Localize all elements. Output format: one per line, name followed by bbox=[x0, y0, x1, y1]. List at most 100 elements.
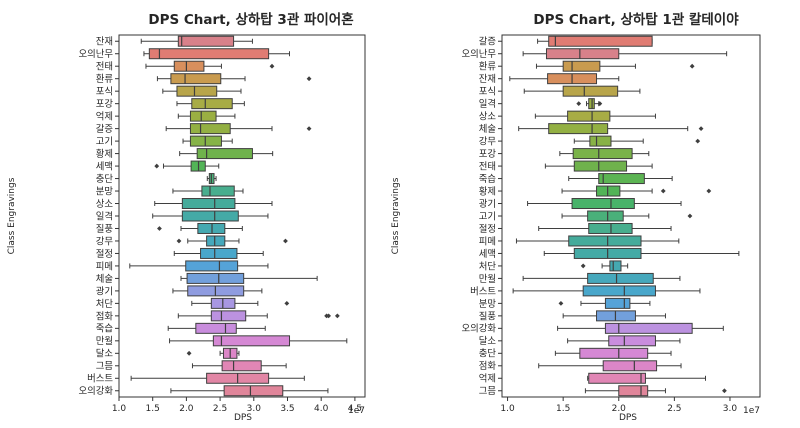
y-tick-label: 억제 bbox=[479, 373, 496, 385]
y-tick-label: 포식 bbox=[96, 87, 113, 98]
box bbox=[562, 60, 601, 72]
box bbox=[201, 185, 235, 197]
box bbox=[176, 85, 218, 97]
y-tick-label: 절정 bbox=[479, 223, 496, 235]
box-group: 1.0 1.5 2.0 2.5 3.0 갈증오의난무환류잔재포식일격상소체술강무포강전태죽… bbox=[461, 36, 740, 414]
y-tick-label: 환류 bbox=[479, 61, 497, 73]
y-tick-label: 포강 bbox=[96, 99, 114, 110]
x-tick-label: 3.0 bbox=[723, 404, 738, 414]
box bbox=[572, 148, 633, 160]
box bbox=[189, 123, 231, 135]
y-tick-label: 충단 bbox=[96, 174, 114, 185]
y-tick-label: 억제 bbox=[96, 111, 113, 123]
box bbox=[148, 48, 270, 60]
y-tick-label: 충단 bbox=[479, 349, 497, 360]
box bbox=[185, 260, 239, 272]
box bbox=[200, 247, 238, 259]
box bbox=[582, 285, 656, 297]
outlier-point bbox=[176, 238, 182, 244]
chart-left: DPS Chart, 상하탑 3관 파이어혼 Class Engravings … bbox=[7, 11, 366, 423]
y-tick-label: 전태 bbox=[96, 62, 113, 73]
box bbox=[588, 372, 646, 384]
y-tick-label: 고기 bbox=[96, 137, 113, 148]
x-tick-label: 2.0 bbox=[179, 404, 194, 414]
y-tick-label: 그믐 bbox=[479, 386, 497, 397]
x-scale-label: 1e7 bbox=[348, 406, 365, 416]
x-tick-label: 1.0 bbox=[500, 404, 515, 414]
box bbox=[587, 272, 654, 284]
box bbox=[181, 198, 236, 210]
y-tick-label: 상소 bbox=[479, 112, 497, 123]
y-tick-label: 만월 bbox=[96, 335, 113, 347]
y-tick-label: 점화 bbox=[479, 360, 497, 372]
x-tick-label: 3.5 bbox=[280, 404, 294, 414]
chart-right: DPS Chart, 상하탑 1관 칼테이야 Class Engravings … bbox=[391, 11, 761, 423]
x-tick-label: 4.5 bbox=[348, 404, 362, 414]
y-tick-label: 오의난무 bbox=[461, 49, 496, 60]
x-tick-label: 1.0 bbox=[112, 404, 127, 414]
x-tick-label: 2.5 bbox=[213, 404, 227, 414]
y-axis-label: Class Engravings bbox=[7, 177, 17, 254]
y-tick-label: 갈증 bbox=[479, 36, 497, 48]
box bbox=[210, 310, 247, 322]
x-axis-label: DPS bbox=[619, 413, 637, 423]
outlier-point bbox=[580, 263, 586, 269]
y-tick-label: 분망 bbox=[479, 299, 497, 310]
y-tick-label: 질풍 bbox=[479, 310, 497, 322]
outlier-point bbox=[687, 213, 693, 219]
y-tick-label: 환류 bbox=[96, 73, 114, 85]
y-tick-label: 체술 bbox=[479, 124, 497, 135]
box bbox=[567, 110, 611, 122]
box bbox=[195, 322, 237, 334]
y-tick-label: 오의난무 bbox=[78, 49, 113, 60]
outlier-point bbox=[334, 313, 340, 319]
y-axis-label: Class Engravings bbox=[391, 177, 401, 254]
outlier-point bbox=[186, 350, 192, 356]
box bbox=[223, 385, 284, 397]
outlier-point bbox=[154, 163, 160, 169]
y-tick-label: 강무 bbox=[96, 236, 114, 247]
y-tick-label: 달소 bbox=[479, 335, 497, 347]
y-tick-label: 체술 bbox=[96, 274, 114, 285]
y-tick-label: 분망 bbox=[96, 186, 114, 197]
box bbox=[177, 35, 235, 47]
y-tick-label: 고기 bbox=[479, 211, 496, 222]
x-tick-label: 1.5 bbox=[146, 404, 160, 414]
outlier-point bbox=[576, 101, 582, 107]
y-tick-label: 강무 bbox=[479, 137, 497, 148]
outlier-point bbox=[597, 101, 603, 107]
chart-title: DPS Chart, 상하탑 1관 칼테이야 bbox=[533, 11, 739, 28]
y-tick-label: 절정 bbox=[96, 248, 113, 260]
y-tick-label: 점화 bbox=[96, 310, 114, 322]
y-tick-label: 전태 bbox=[479, 161, 496, 172]
box bbox=[173, 60, 205, 72]
y-tick-label: 잔재 bbox=[479, 74, 496, 85]
box bbox=[197, 222, 226, 234]
chart-title: DPS Chart, 상하탑 3관 파이어혼 bbox=[148, 11, 353, 28]
y-tick-label: 일격 bbox=[96, 210, 113, 222]
plot-frame bbox=[118, 34, 366, 398]
box bbox=[221, 360, 262, 372]
y-tick-label: 세맥 bbox=[479, 249, 496, 260]
box bbox=[206, 235, 226, 247]
y-tick-label: 달소 bbox=[96, 348, 114, 360]
box bbox=[571, 198, 635, 210]
box bbox=[189, 110, 217, 122]
box bbox=[602, 360, 658, 372]
outlier-point bbox=[306, 76, 312, 82]
y-tick-label: 황제 bbox=[479, 186, 496, 197]
y-tick-label: 처단 bbox=[96, 298, 114, 310]
outlier-point bbox=[269, 63, 275, 69]
outlier-point bbox=[722, 388, 727, 394]
y-tick-label: 오의강화 bbox=[461, 324, 496, 335]
outlier-point bbox=[157, 226, 162, 231]
box bbox=[579, 347, 649, 359]
y-tick-label: 질풍 bbox=[96, 223, 114, 235]
y-tick-label: 버스트 bbox=[87, 374, 113, 385]
box bbox=[568, 235, 642, 247]
outlier-point bbox=[695, 138, 701, 144]
box bbox=[609, 260, 622, 272]
outlier-point bbox=[660, 188, 666, 194]
x-tick-label: 2.5 bbox=[667, 404, 681, 414]
